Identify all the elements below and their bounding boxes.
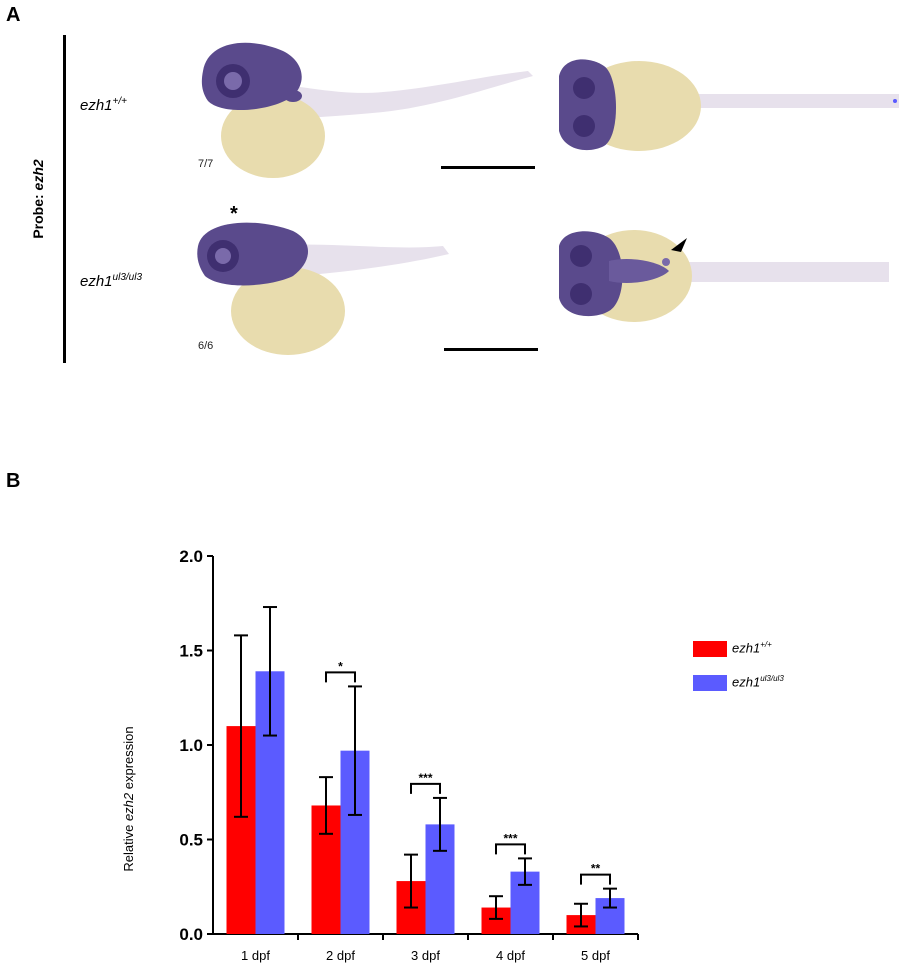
legend-swatch-mut <box>693 675 727 691</box>
x-tick-label: 1 dpf <box>241 948 270 963</box>
chart-bars <box>226 671 625 934</box>
significance-bracket <box>580 873 611 885</box>
bar-chart: 0.0 0.5 1.0 1.5 2.0 1 dpf 2 dpf 3 dpf 4 dpf 5 dpf… <box>121 547 639 963</box>
chart-error-bars <box>234 606 617 928</box>
significance-label: ** <box>591 862 601 876</box>
panel-a-letter: A <box>6 4 21 26</box>
asterisk-marker: * <box>230 203 238 225</box>
x-tick-label: 3 dpf <box>411 948 440 963</box>
y-tick-label: 2.0 <box>179 547 203 566</box>
significance-bracket <box>495 843 526 855</box>
probe-label-prefix: Probe: <box>30 190 46 239</box>
panel-b-letter: B <box>6 470 21 492</box>
y-tick-label: 1.5 <box>179 642 203 661</box>
embryo-lateral-mut-image <box>193 216 543 359</box>
x-tick-label: 5 dpf <box>581 948 610 963</box>
significance-label: *** <box>418 771 432 785</box>
fraction-label-mut: 6/6 <box>198 340 214 352</box>
scale-bar-mut <box>444 348 538 351</box>
embryo-lateral-wt-image <box>193 36 543 179</box>
fraction-label-wt: 7/7 <box>198 158 214 170</box>
genotype-label-mut: ezh1ul3/ul3 <box>80 272 142 290</box>
x-tick-label: 2 dpf <box>326 948 355 963</box>
significance-bracket <box>325 671 356 683</box>
y-tick-label: 0.0 <box>179 925 203 944</box>
y-axis-label: Relative ezh2 expression <box>121 726 136 871</box>
significance-label: *** <box>503 831 517 845</box>
y-tick-label: 1.0 <box>179 736 203 755</box>
y-tick-label: 0.5 <box>179 831 203 850</box>
significance-bracket <box>410 782 441 794</box>
legend-label-wt: ezh1+/+ <box>732 640 772 656</box>
x-tick-label: 4 dpf <box>496 948 525 963</box>
scale-bar-wt <box>441 166 535 169</box>
chart-significance: ********* <box>325 659 611 885</box>
legend-label-mut: ezh1ul3/ul3 <box>732 674 784 690</box>
legend-swatch-wt <box>693 641 727 657</box>
vertical-divider <box>63 35 66 363</box>
genotype-label-wt: ezh1+/+ <box>80 96 127 114</box>
significance-label: * <box>338 659 343 673</box>
probe-gene: ezh2 <box>30 159 46 191</box>
embryo-dorsal-mut-image <box>549 216 900 359</box>
embryo-dorsal-wt-image <box>549 36 900 179</box>
probe-label: Probe: ezh2 <box>30 159 46 238</box>
